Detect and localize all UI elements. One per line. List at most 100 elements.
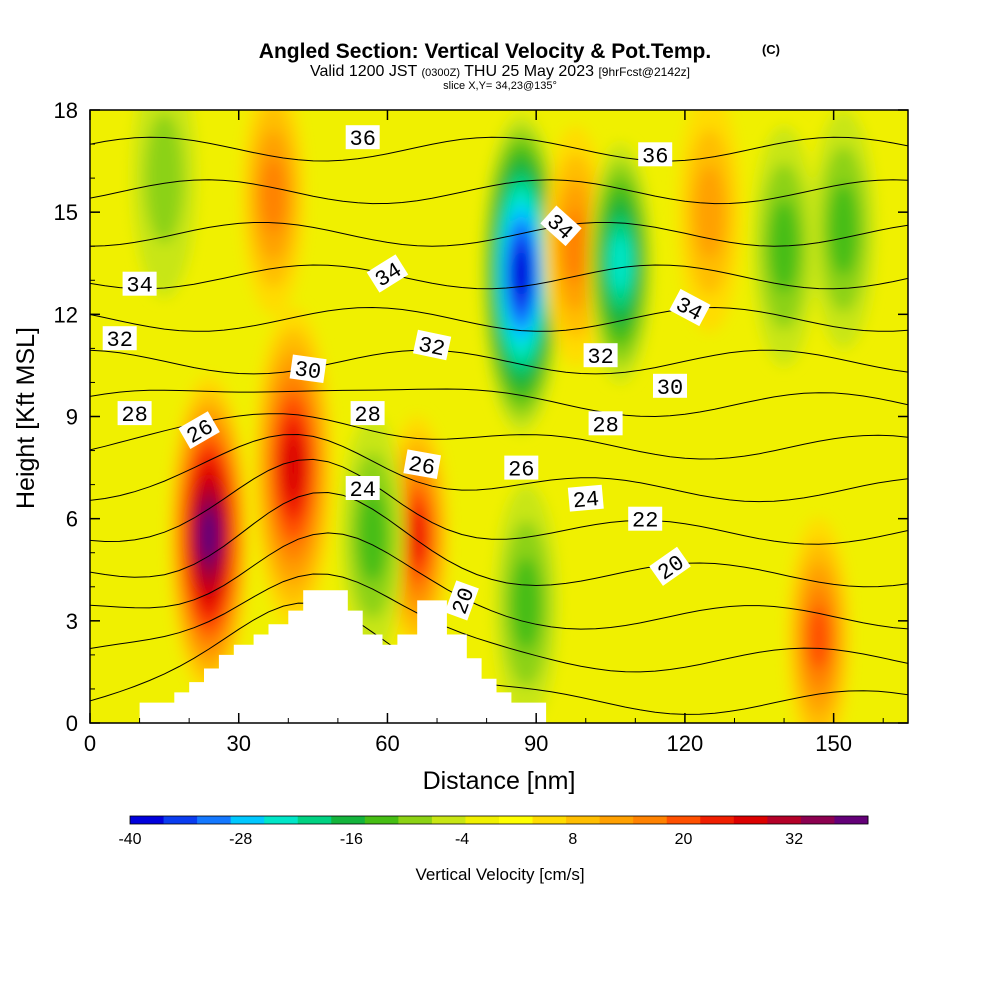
colorbar-segment bbox=[297, 816, 332, 824]
x-tick-label: 0 bbox=[84, 731, 96, 756]
subtitle-zulu: (0300Z) bbox=[421, 67, 460, 79]
isentrope-line bbox=[90, 602, 908, 715]
isentrope-label-box bbox=[649, 546, 691, 586]
isentrope-label: 28 bbox=[117, 401, 152, 428]
y-tick-label: 15 bbox=[54, 200, 78, 225]
velocity-feature bbox=[168, 375, 249, 696]
isentrope-label-box bbox=[403, 449, 442, 479]
isentrope-lines bbox=[90, 136, 908, 715]
velocity-band bbox=[357, 488, 388, 583]
velocity-band bbox=[145, 113, 184, 244]
colorbar-segment bbox=[666, 816, 701, 824]
isentrope-label-text: 32 bbox=[416, 332, 447, 362]
velocity-feature bbox=[494, 483, 559, 723]
colorbar-segment bbox=[700, 816, 735, 824]
isentrope-label: 30 bbox=[653, 373, 687, 401]
isentrope-label-box bbox=[628, 506, 663, 531]
colorbar-segment bbox=[599, 816, 634, 824]
velocity-band bbox=[406, 507, 428, 564]
isentrope-label-box bbox=[122, 271, 157, 296]
isentrope-label: 28 bbox=[588, 411, 623, 438]
isentrope-label: 32 bbox=[102, 326, 137, 353]
isentrope-label-box bbox=[504, 455, 539, 480]
isentrope-line bbox=[90, 264, 908, 290]
isentrope-label: 34 bbox=[122, 271, 157, 299]
chart-slice-info: slice X,Y= 34,23@135° bbox=[443, 80, 557, 92]
x-tick-label: 90 bbox=[524, 731, 548, 756]
isentrope-label-text: 26 bbox=[407, 452, 437, 481]
isentrope-label-box bbox=[567, 484, 604, 512]
colorbar-segment bbox=[230, 816, 265, 824]
isentrope-label: 30 bbox=[289, 354, 327, 385]
colorbar-tick-label: -28 bbox=[229, 831, 252, 848]
isentrope-label: 24 bbox=[567, 484, 604, 514]
terrain bbox=[90, 590, 908, 723]
velocity-feature bbox=[253, 307, 334, 628]
velocity-band bbox=[828, 182, 859, 276]
colorbar-segment bbox=[264, 816, 299, 824]
isentrope-label-box bbox=[345, 476, 380, 500]
isentrope-label-box bbox=[638, 142, 673, 167]
isentrope-label-box bbox=[350, 401, 385, 426]
colorbar-segment bbox=[431, 816, 466, 824]
isentrope-label: 28 bbox=[350, 401, 385, 428]
colorbar-segment bbox=[163, 816, 198, 824]
colorbar-tick-label: -4 bbox=[455, 831, 469, 848]
subtitle-date: THU 25 May 2023 bbox=[464, 63, 594, 80]
colorbar-frame bbox=[129, 815, 869, 825]
colorbar-segment bbox=[834, 816, 869, 824]
colorbar-tick-label: -16 bbox=[340, 831, 363, 848]
y-tick-label: 18 bbox=[54, 98, 78, 123]
isentrope-label-box bbox=[444, 580, 479, 621]
isentrope-line bbox=[90, 491, 908, 588]
isentrope-label-text: 34 bbox=[126, 274, 152, 299]
isentrope-label-box bbox=[102, 326, 137, 351]
x-tick-label: 30 bbox=[226, 731, 250, 756]
isentrope-line bbox=[90, 306, 908, 332]
isentrope-label-box bbox=[289, 354, 327, 384]
isentrope-label-box bbox=[669, 288, 711, 327]
chart-title-badge: (C) bbox=[762, 42, 780, 57]
isentrope-label-text: 28 bbox=[121, 403, 147, 428]
isentrope-label-box bbox=[366, 254, 409, 293]
colorbar-segment bbox=[398, 816, 433, 824]
y-tick-label: 6 bbox=[66, 507, 78, 532]
isentrope-line bbox=[90, 222, 908, 247]
isentrope-label-text: 30 bbox=[657, 376, 683, 401]
isentrope-label: 32 bbox=[583, 343, 618, 370]
isentrope-label-box bbox=[117, 401, 152, 426]
isentrope-label: 36 bbox=[638, 142, 673, 169]
velocity-band bbox=[282, 436, 305, 499]
isentrope-line bbox=[90, 458, 908, 545]
colorbar-tick-label: 20 bbox=[675, 831, 693, 848]
velocity-feature bbox=[481, 113, 562, 434]
colorbar-segment bbox=[566, 816, 601, 824]
velocity-band bbox=[260, 157, 286, 233]
x-tick-label: 60 bbox=[375, 731, 399, 756]
colorbar-segment bbox=[633, 816, 668, 824]
isentrope-label-text: 24 bbox=[572, 487, 600, 514]
velocity-band bbox=[511, 557, 541, 651]
isentrope-label-text: 28 bbox=[354, 403, 380, 428]
velocity-band bbox=[511, 248, 531, 299]
isentrope-label-box bbox=[583, 343, 618, 368]
isentrope-line bbox=[90, 573, 908, 673]
colorbar-segment bbox=[197, 816, 232, 824]
colorbar-tick-label: -40 bbox=[118, 831, 141, 848]
isentrope-label: 26 bbox=[403, 449, 442, 481]
colorbar-segment bbox=[733, 816, 768, 824]
velocity-band bbox=[694, 165, 725, 259]
isentrope-line bbox=[90, 179, 908, 205]
isentrope-label-text: 24 bbox=[349, 478, 375, 503]
isentrope-line bbox=[90, 433, 908, 503]
colorbar-ticks: -40 -28 -16 -4 8 20 32 bbox=[118, 831, 803, 848]
y-axis-label: Height [Kft MSL] bbox=[12, 327, 40, 509]
isentrope-label-text: 32 bbox=[587, 345, 613, 370]
isentrope-label-box bbox=[653, 373, 687, 398]
x-axis-label: Distance [nm] bbox=[423, 767, 576, 795]
isentrope-line bbox=[90, 349, 908, 375]
colorbar-label: Vertical Velocity [cm/s] bbox=[415, 865, 584, 884]
subtitle-valid: Valid 1200 JST bbox=[310, 63, 418, 80]
velocity-feature bbox=[132, 110, 197, 299]
